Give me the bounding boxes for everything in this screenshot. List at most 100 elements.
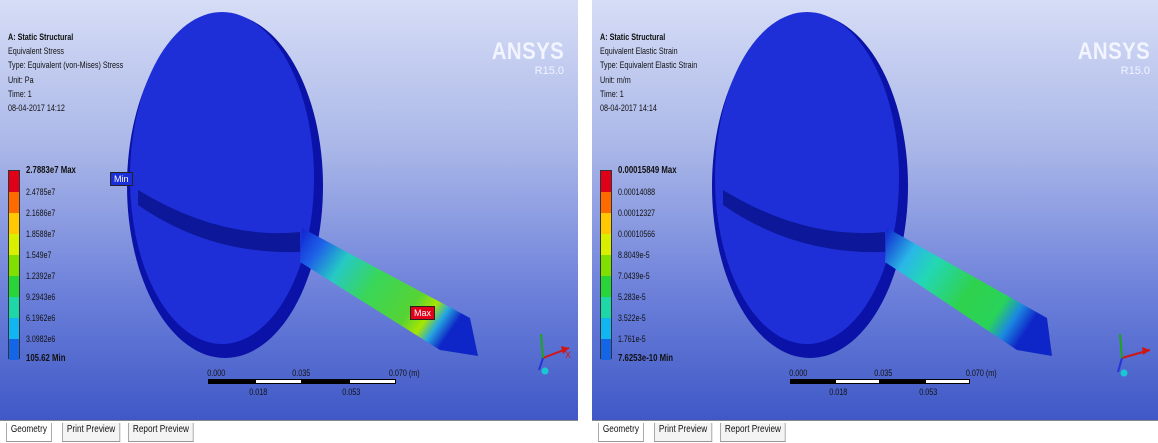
ansys-brand: ANSYS: [1077, 38, 1150, 65]
legend-label: 3.522e-5: [618, 313, 646, 323]
tab-print-preview[interactable]: Print Preview: [62, 423, 121, 442]
legend-min-label: 105.62 Min: [26, 353, 66, 364]
legend-label: 7.0439e-5: [618, 271, 650, 281]
z-axis-arrow: [538, 357, 544, 371]
scale-segment: [255, 379, 302, 384]
legend-label: 6.1962e6: [26, 313, 56, 323]
analysis-title: A: Static Structural: [600, 32, 666, 42]
ansys-logo: ANSYS R15.0: [479, 40, 564, 78]
result-time: Time: 1: [600, 88, 624, 99]
scale-tick-0: 0.000: [207, 368, 226, 378]
legend-min-label: 7.6253e-10 Min: [618, 353, 674, 364]
bowl: [715, 12, 899, 344]
scale-segment: [880, 379, 925, 384]
legend-label: 1.549e7: [26, 250, 52, 260]
legend-label: 2.1686e7: [26, 208, 56, 218]
legend-swatch: [9, 318, 19, 339]
scale-segment: [790, 379, 835, 384]
tab-geometry[interactable]: Geometry: [598, 423, 644, 442]
result-time: Time: 1: [8, 88, 32, 99]
tab-report-preview[interactable]: Report Preview: [128, 423, 194, 442]
x-axis-head: [1142, 347, 1150, 355]
ansys-logo: ANSYS R15.0: [1065, 40, 1150, 78]
result-date: 08-04-2017 14:12: [8, 103, 65, 114]
scale-sub-2: 0.053: [919, 387, 938, 397]
analysis-title: A: Static Structural: [8, 32, 74, 42]
legend-max-label: 2.7883e7 Max: [26, 165, 76, 176]
result-type: Type: Equivalent (von-Mises) Stress: [8, 60, 124, 71]
scale-sub-1: 0.018: [249, 387, 268, 397]
legend-swatch: [601, 213, 611, 234]
legend-swatch: [601, 234, 611, 255]
legend-swatch: [601, 171, 611, 192]
legend-label: 3.0982e6: [26, 334, 56, 344]
triad-origin: [1120, 369, 1128, 377]
scale-sub-1: 0.018: [829, 387, 848, 397]
view-tabs: Geometry Print Preview Report Preview: [592, 420, 1158, 443]
z-axis-arrow: [1117, 357, 1123, 373]
legend-label: 8.8049e-5: [618, 250, 650, 260]
legend-label: 1.8588e7: [26, 229, 56, 239]
legend-swatch: [9, 192, 19, 213]
handle: [300, 228, 478, 356]
ansys-brand: ANSYS: [491, 38, 564, 65]
strain-panel: A: Static Structural Equivalent Elastic …: [592, 0, 1158, 443]
legend-swatch: [601, 297, 611, 318]
result-date: 08-04-2017 14:14: [600, 103, 657, 114]
legend-swatch: [601, 192, 611, 213]
ansys-version: R15.0: [534, 65, 564, 77]
spoon-model-strain: [712, 12, 1052, 358]
result-name: Equivalent Stress: [8, 46, 65, 57]
scale-tick-2: 0.070 (m): [388, 368, 420, 378]
legend-swatch: [9, 234, 19, 255]
bowl-inner-shadow: [723, 190, 885, 253]
axis-triad: [1117, 333, 1151, 377]
scale-segment: [302, 379, 349, 384]
y-axis-arrow: [1119, 333, 1123, 359]
scale-segment: [925, 379, 970, 384]
legend-swatch: [9, 213, 19, 234]
triad-origin: [541, 367, 549, 375]
tab-report-preview[interactable]: Report Preview: [720, 423, 786, 442]
spoon-model-stress: [127, 12, 478, 358]
result-info: A: Static Structural Equivalent Elastic …: [600, 30, 697, 115]
legend-swatch: [9, 276, 19, 297]
result-info: A: Static Structural Equivalent Stress T…: [8, 30, 123, 115]
legend-label: 9.2943e6: [26, 292, 56, 302]
min-probe-label[interactable]: Min: [110, 172, 133, 186]
legend-color-bar: [600, 170, 612, 360]
result-name: Equivalent Elastic Strain: [600, 46, 678, 57]
scale-tick-1: 0.035: [874, 368, 893, 378]
stress-panel: A: Static Structural Equivalent Stress T…: [0, 0, 578, 443]
axis-triad: X: [538, 333, 571, 375]
scale-tick-2: 0.070 (m): [965, 368, 997, 378]
y-axis-arrow: [540, 333, 544, 359]
legend-label: 5.283e-5: [618, 292, 646, 302]
legend-label: 0.00010566: [618, 229, 656, 239]
legend-swatch: [601, 339, 611, 360]
legend-label: 0.00014088: [618, 187, 656, 197]
legend-swatch: [601, 255, 611, 276]
graphics-viewport[interactable]: A: Static Structural Equivalent Elastic …: [592, 0, 1158, 420]
scale-segment: [835, 379, 880, 384]
scale-tick-1: 0.035: [292, 368, 311, 378]
scale-segment: [349, 379, 396, 384]
legend-max-label: 0.00015849 Max: [618, 165, 677, 176]
legend-label: 0.00012327: [618, 208, 656, 218]
legend-label: 1.2392e7: [26, 271, 56, 281]
tab-geometry[interactable]: Geometry: [6, 423, 52, 442]
ansys-version: R15.0: [1120, 65, 1150, 77]
bowl-inner-shadow: [138, 190, 300, 253]
result-type: Type: Equivalent Elastic Strain: [600, 60, 698, 71]
legend-swatch: [9, 339, 19, 360]
tab-print-preview[interactable]: Print Preview: [654, 423, 713, 442]
x-axis-label: X: [565, 350, 571, 360]
bowl: [130, 12, 314, 344]
legend-color-bar: [8, 170, 20, 360]
x-axis-head: [561, 346, 569, 354]
legend-label: 1.761e-5: [618, 334, 646, 344]
result-unit: Unit: Pa: [8, 74, 34, 85]
view-tabs: Geometry Print Preview Report Preview: [0, 420, 578, 443]
max-probe-label[interactable]: Max: [410, 306, 436, 320]
graphics-viewport[interactable]: A: Static Structural Equivalent Stress T…: [0, 0, 578, 420]
